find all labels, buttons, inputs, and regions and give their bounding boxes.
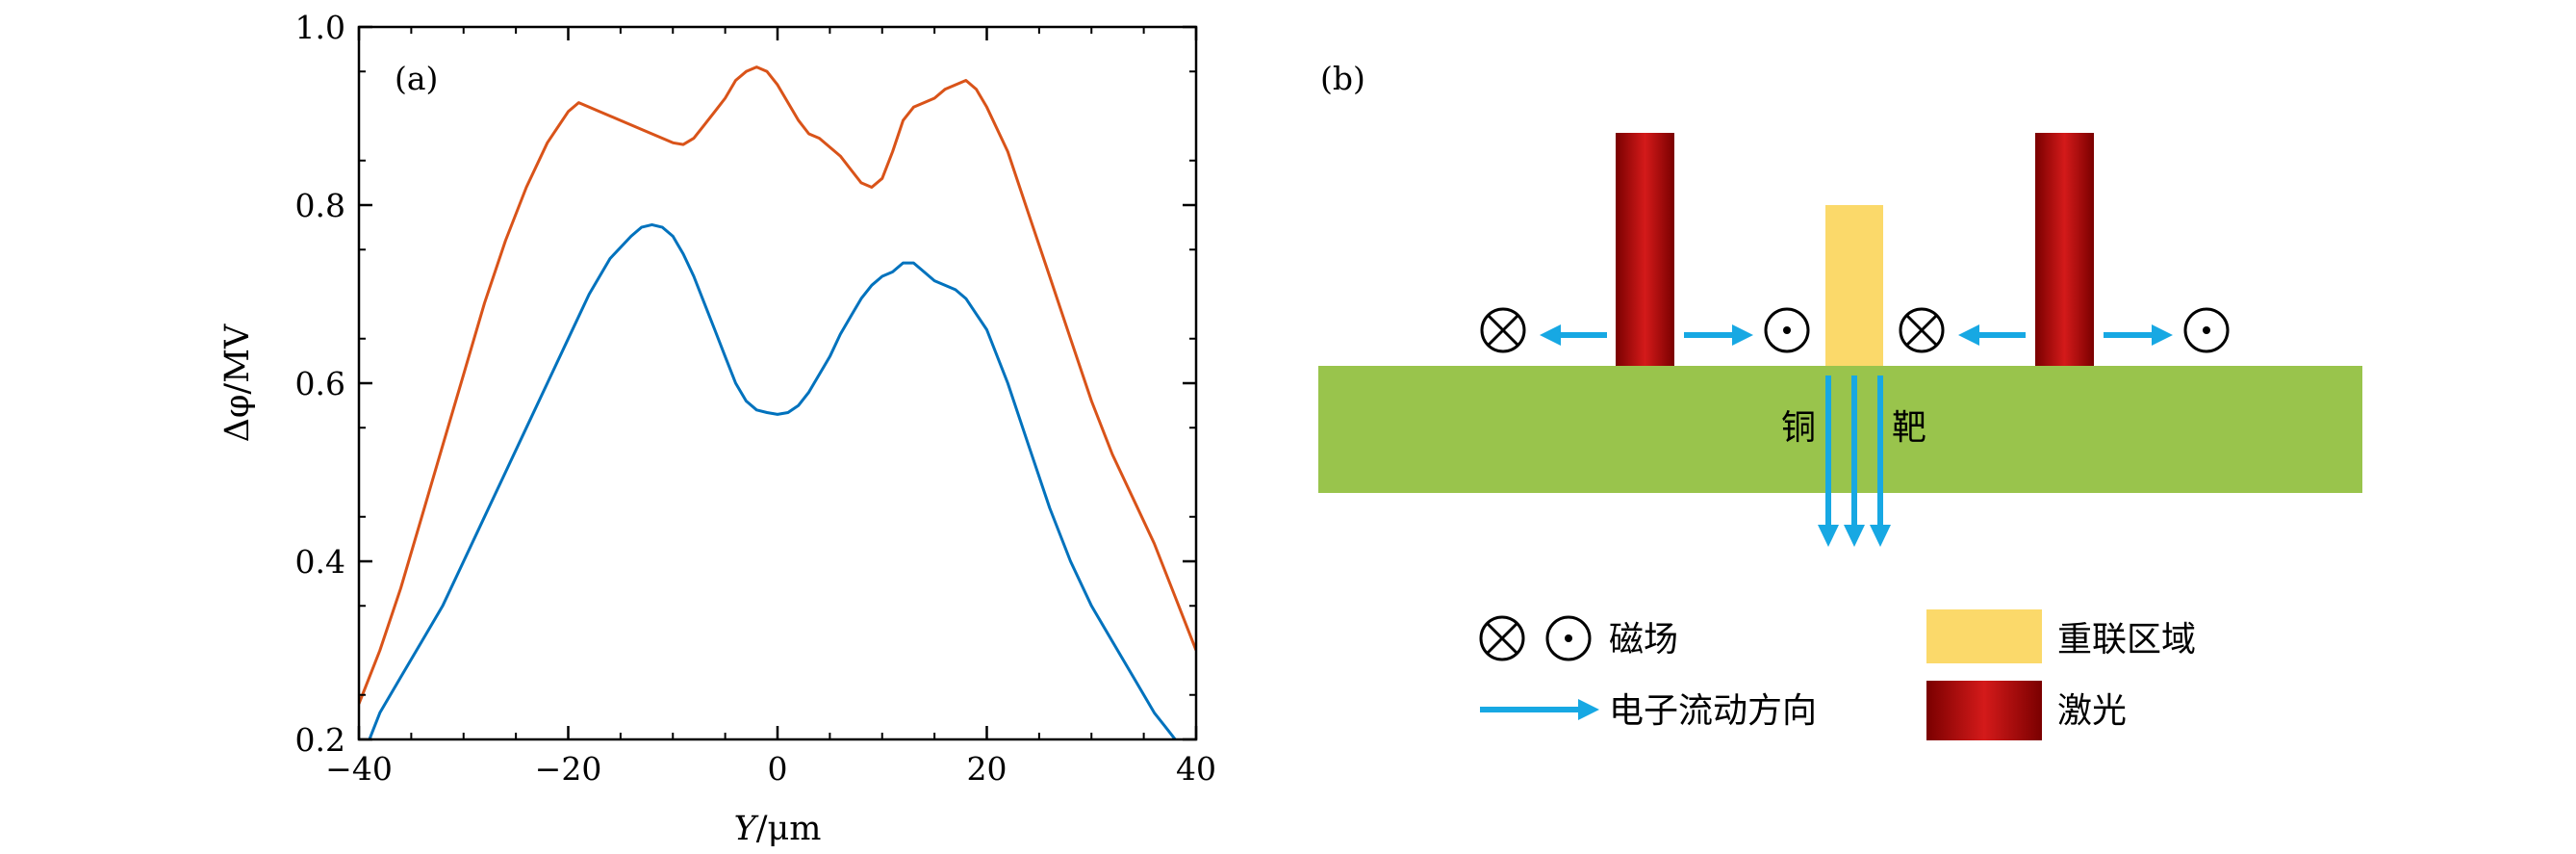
y-tick-label: 0.8: [295, 187, 345, 224]
electron-arrow-right-1: [1684, 324, 1753, 346]
y-axis-title: Δφ/MV: [218, 323, 257, 442]
dot-symbol-2: [2183, 307, 2230, 353]
plot-frame: [357, 25, 1198, 741]
panel-label-b: (b): [1320, 60, 1365, 97]
legend-magnetic-field: 磁场: [1609, 620, 1678, 660]
legend-cross-icon: [1479, 615, 1525, 661]
laser-right: [2035, 133, 2094, 366]
y-tick-label: 0.6: [295, 365, 345, 402]
series-line-2: [368, 222, 1178, 739]
x-tick-label: −20: [535, 750, 602, 788]
cross-symbol-1: [1480, 307, 1526, 353]
electron-arrow-down-1: [1818, 375, 1839, 547]
legend-laser-swatch: [1926, 681, 2042, 740]
panel-b: (b): [1318, 60, 2362, 740]
legend-arrow-icon: [1480, 699, 1599, 720]
x-tick-label: −40: [325, 750, 393, 788]
y-tick-label: 0.2: [295, 721, 345, 759]
target-label-target: 靶: [1892, 408, 1926, 448]
x-axis-title-var: Y: [734, 810, 759, 848]
legend: 磁场 电子流动方向 重联区域 激光: [1479, 609, 2196, 740]
legend-electron-flow: 电子流动方向: [1609, 691, 1817, 731]
x-tick-label: 20: [967, 750, 1007, 788]
y-tick-label: 1.0: [295, 9, 345, 46]
reconnection-region: [1825, 205, 1883, 366]
panel-label-a: (a): [395, 60, 438, 97]
x-tick-label: 0: [768, 750, 788, 788]
electron-arrow-left-2: [1958, 324, 2026, 346]
electron-arrow-down-2: [1844, 375, 1865, 547]
axis-ticks: −40 −20 0 20 40 0.2 0.4 0.6 0.8 1.0: [295, 9, 1216, 788]
x-tick-label: 40: [1176, 750, 1216, 788]
cross-symbol-2: [1899, 307, 1945, 353]
legend-reconnection-swatch: [1926, 609, 2042, 663]
panel-a: −40 −20 0 20 40 0.2 0.4 0.6 0.8 1.0 (a) Y/μm Δφ/M…: [218, 9, 1216, 848]
electron-arrow-right-2: [2104, 324, 2173, 346]
legend-reconnection: 重联区域: [2057, 620, 2196, 660]
legend-dot-icon: [1545, 615, 1592, 661]
legend-laser: 激光: [2057, 691, 2127, 731]
electron-arrow-left-1: [1540, 324, 1607, 346]
x-axis-title: Y/μm: [734, 810, 822, 848]
x-axis-title-unit: /μm: [756, 810, 822, 848]
y-tick-label: 0.4: [295, 543, 345, 581]
laser-left: [1616, 133, 1674, 366]
plot-area: [359, 65, 1196, 739]
dot-symbol-1: [1764, 307, 1810, 353]
electron-arrow-down-3: [1870, 375, 1891, 547]
series-line-1: [359, 65, 1196, 705]
target-label-copper: 铜: [1781, 408, 1816, 448]
copper-target: [1318, 366, 2362, 493]
